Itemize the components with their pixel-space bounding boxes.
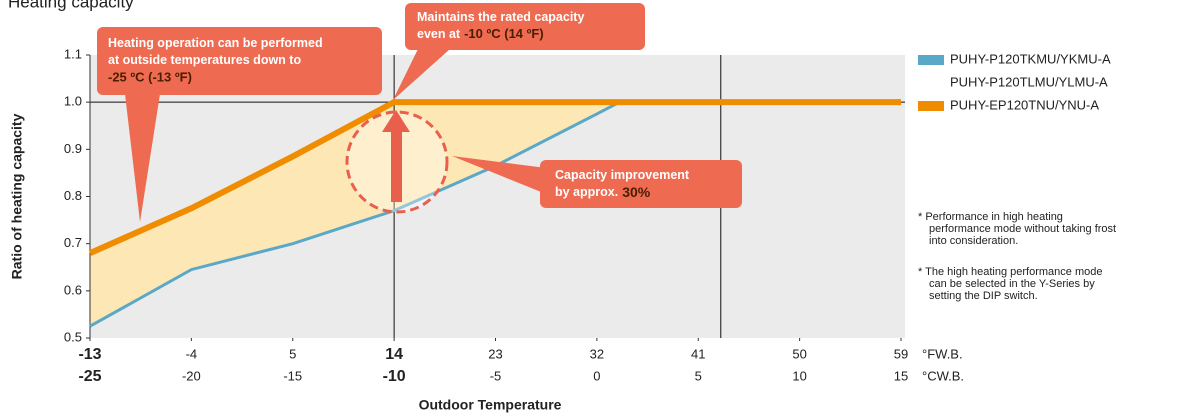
callout-highlight: 30% [622,184,651,200]
y-tick-label: 0.9 [64,141,82,156]
x-tick-label: 23 [488,346,502,361]
x2-tick-label: 10 [792,368,806,383]
x-tick-label: -4 [186,346,198,361]
callout-text: at outside temperatures down to [108,53,301,67]
callout-text: even at -10 ºC (14 ºF) [417,26,544,41]
legend-label: PUHY-EP120TNU/YNU-A [950,97,1099,112]
x2-tick-label: 15 [894,368,908,383]
callout-text: by approx. 30% [555,184,651,200]
note-text: * The high heating performance mode [918,266,1102,278]
callout-text-part: by approx. [555,185,618,199]
x2-tick-label: -15 [283,368,302,383]
note-text: can be selected in the Y-Series by [929,278,1095,290]
x-tick-label: 50 [792,346,806,361]
legend-label: PUHY-P120TKMU/YKMU-A [950,51,1111,66]
x2-unit: °CW.B. [922,368,964,383]
chart-title: Heating capacity [8,0,134,11]
arrow-head [382,110,410,132]
x2-tick-label: 0 [593,368,600,383]
callout-box [97,27,382,95]
callout-highlight: -10 ºC (14 ºF) [464,26,544,41]
callout-text: Capacity improvement [555,168,690,182]
callout-box [405,3,645,50]
note-text: into consideration. [929,235,1018,247]
callout-highlight: -25 ºC (-13 ºF) [108,69,192,84]
x-tick-label: 14 [385,346,403,363]
x-unit: °FW.B. [922,346,963,361]
callout-text-part: Maintains the rated capacity [417,10,584,24]
y-tick-label: 0.8 [64,188,82,203]
callout-text-part: even at [417,27,461,41]
callout-text-part: Heating operation can be performed [108,36,323,50]
callout-text-part: at outside temperatures down to [108,53,301,67]
y-tick-label: 1.1 [64,46,82,61]
note-text: performance mode without taking frost [929,223,1116,235]
callout-text-part: Capacity improvement [555,168,690,182]
x2-tick-label: 5 [695,368,702,383]
x-tick-label: 41 [691,346,705,361]
y-tick-label: 0.7 [64,235,82,250]
legend-label: PUHY-P120TLMU/YLMU-A [950,74,1108,89]
callout-pointer [125,94,160,222]
note-text: * Performance in high heating [918,211,1063,223]
y-tick-label: 0.5 [64,329,82,344]
x2-tick-label: -20 [182,368,201,383]
note-text: setting the DIP switch. [929,290,1038,302]
callout-text: Maintains the rated capacity [417,10,584,24]
callout-pointer [452,156,546,194]
y-axis-label: Ratio of heating capacity [9,113,25,279]
x-tick-label: -13 [78,346,101,363]
legend-swatch [918,55,944,65]
x-axis-label: Outdoor Temperature [419,397,562,413]
x2-tick-label: -10 [383,368,406,385]
callout-box [540,160,742,208]
y-tick-label: 0.6 [64,282,82,297]
callout-text: Heating operation can be performed [108,36,323,50]
x-tick-label: 59 [894,346,908,361]
series-line [88,99,901,256]
legend-swatch [918,101,944,111]
y-tick-label: 1.0 [64,94,82,109]
x2-tick-label: -25 [78,368,101,385]
x2-tick-label: -5 [490,368,502,383]
arrow-shaft [391,128,402,202]
x-tick-label: 5 [289,346,296,361]
callout-pointer [393,49,450,100]
x-tick-label: 32 [590,346,604,361]
